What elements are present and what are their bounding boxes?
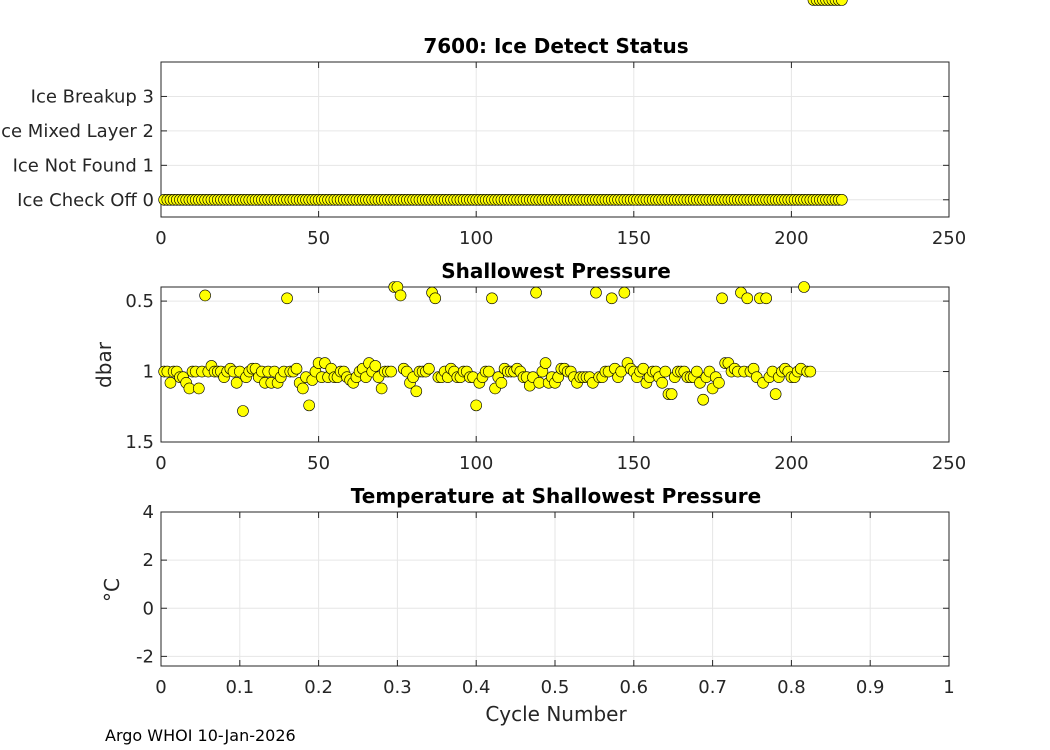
pressure-data-point [486,292,498,305]
temperature-ylabel: °C [100,578,124,602]
ice-ytick-label: Ice Mixed Layer 2 [0,121,154,142]
pressure-data-point [741,292,754,305]
temperature-xlabel: Cycle Number [485,702,627,726]
temp-xtick-label: 1 [943,677,954,698]
ice-xtick-label: 100 [459,228,493,249]
ice-points [158,193,848,206]
footer-credit: Argo WHOI 10-Jan-2026 [105,726,296,745]
pressure-data-point [297,382,309,395]
ice-ticks: 0 50 100 150 200 250 Ice Check Off 0 Ice Not Fo… [0,62,966,249]
temp-xtick-label: 0.8 [777,677,806,698]
ice-ytick-label: Ice Not Found 1 [13,155,154,176]
temperature-panel: Temperature at Shallowest Pressure °C Cy… [100,484,955,726]
ice-xtick-label: 150 [617,228,651,249]
pressure-data-point [237,405,249,417]
pressure-xtick-label: 200 [774,453,808,474]
pressure-data-point [769,388,782,400]
pressure-data-point [697,393,709,406]
pressure-data-point [410,385,423,398]
temp-xtick-label: 0.4 [462,677,491,698]
pressure-data-point [618,286,631,299]
pressure-data-point [423,362,435,375]
ice-xtick-label: 200 [774,228,808,249]
temp-ytick-label: -2 [136,646,154,667]
pressure-data-point [760,292,772,305]
pressure-data-point [804,365,817,378]
pressure-data-point [659,365,672,378]
pressure-ylabel: dbar [92,341,116,388]
temperature-title: Temperature at Shallowest Pressure [351,484,761,508]
pressure-data-point [539,357,552,369]
pressure-ytick-label: 1.5 [125,432,154,453]
pressure-data-point [665,388,678,400]
pressure-data-point [303,399,315,412]
ice-detect-panel: 7600: Ice Detect Status 0 50 100 150 200 250 I… [0,34,966,249]
pressure-ytick-label: 0.5 [125,291,154,312]
pressure-data-point [199,289,211,302]
pressure-xtick-label: 150 [617,453,651,474]
pressure-data-point [590,286,602,299]
pressure-ticks: 0 50 100 150 200 250 0.5 1 1.5 [125,287,966,474]
pressure-data-point [394,289,407,302]
pressure-data-point [193,382,205,395]
ice-xtick-label: 0 [155,228,166,249]
pressure-data-point [530,286,542,299]
temp-xtick-label: 0.6 [619,677,648,698]
ice-ytick-label: Ice Check Off 0 [17,190,154,211]
temp-axes-frame [160,511,950,667]
temp-xtick-label: 0.5 [541,677,570,698]
pressure-data-point [375,382,388,395]
temp-xtick-label: 0.3 [383,677,412,698]
temp-ytick-label: 2 [143,550,154,571]
ice-xtick-label: 250 [932,228,966,249]
pressure-data-point [716,292,728,305]
temp-xtick-label: 0.1 [225,677,254,698]
temp-xtick-label: 0 [155,677,166,698]
pressure-data-point [369,360,382,372]
shallowest-pressure-title: Shallowest Pressure [441,259,671,283]
pressure-data-point [230,377,243,389]
pressure-data-point [470,399,483,412]
pressure-data-point [713,377,725,389]
temp-xtick-label: 0.7 [698,677,727,698]
temp-xtick-label: 0.2 [304,677,333,698]
pressure-data-point [691,365,703,378]
temp-ytick-label: 0 [143,598,154,619]
pressure-ytick-label: 1 [143,362,154,383]
pressure-xtick-label: 0 [155,453,166,474]
pressure-data-point [429,292,442,305]
pressure-data-point [495,377,508,389]
ice-ytick-label: Ice Breakup 3 [31,86,154,107]
pressure-data-point [798,281,810,293]
ice-detect-title: 7600: Ice Detect Status [423,34,688,58]
pressure-grid [160,287,950,443]
pressure-xtick-label: 100 [459,453,493,474]
pressure-data-point [281,292,293,305]
ice-grid [160,62,950,217]
ice-data-point [836,193,848,206]
temp-grid [160,511,950,666]
temp-xtick-label: 0.9 [856,677,885,698]
temp-ytick-label: 4 [143,502,154,523]
pressure-data-point [483,365,495,378]
pressure-xtick-label: 50 [307,453,330,474]
ice-axes-frame [160,61,950,218]
pressure-axes-frame [160,286,950,443]
pressure-data-point [164,377,177,389]
pressure-xtick-label: 250 [932,453,966,474]
pressure-data-point [656,377,668,389]
shallowest-pressure-panel: Shallowest Pressure dbar 0 50 100 150 200 250… [92,0,966,474]
pressure-data-point [290,362,303,375]
pressure-data-point [836,0,848,6]
pressure-data-point [605,292,618,305]
pressure-points [158,0,848,417]
ice-xtick-label: 50 [307,228,330,249]
pressure-data-point [385,365,397,378]
